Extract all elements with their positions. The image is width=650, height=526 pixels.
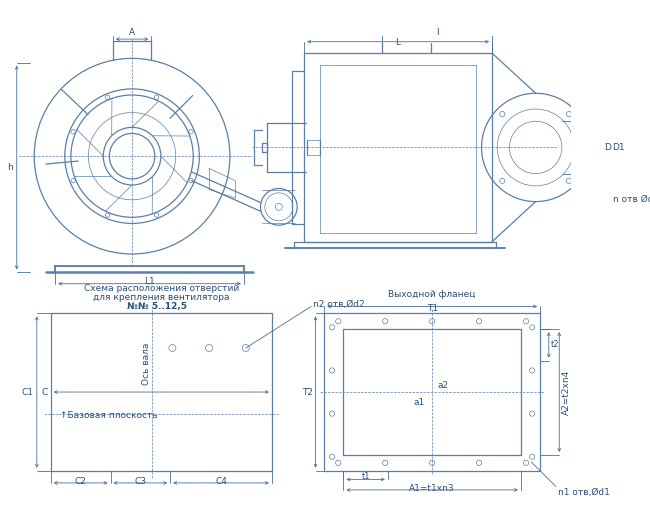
Text: A2=t2хn4: A2=t2хn4 bbox=[562, 369, 571, 414]
Text: t1: t1 bbox=[361, 472, 370, 481]
Text: a1: a1 bbox=[413, 398, 424, 407]
Text: l: l bbox=[436, 28, 438, 37]
Text: C3: C3 bbox=[135, 477, 146, 485]
Text: A: A bbox=[129, 28, 135, 37]
Text: C2: C2 bbox=[75, 477, 86, 485]
Text: для крепления вентилятора: для крепления вентилятора bbox=[93, 293, 229, 302]
Text: №№ 5..12,5: №№ 5..12,5 bbox=[127, 302, 187, 311]
Text: C1: C1 bbox=[21, 388, 33, 397]
Text: n отв Ød: n отв Ød bbox=[614, 195, 650, 204]
Text: D: D bbox=[604, 143, 611, 152]
Text: L: L bbox=[396, 38, 400, 47]
Text: Выходной фланец: Выходной фланец bbox=[389, 290, 476, 299]
Text: n1 отв,Ød1: n1 отв,Ød1 bbox=[558, 488, 610, 497]
Text: h: h bbox=[6, 163, 12, 172]
Text: C: C bbox=[41, 388, 47, 397]
Text: n2 отв,Ød2: n2 отв,Ød2 bbox=[313, 300, 365, 309]
Text: t2: t2 bbox=[551, 340, 559, 349]
Text: A1=t1хn3: A1=t1хn3 bbox=[410, 483, 455, 492]
Text: ↑Базовая плоскость: ↑Базовая плоскость bbox=[60, 411, 157, 420]
Text: T2: T2 bbox=[302, 388, 313, 397]
Text: Схема расположения отверстий: Схема расположения отверстий bbox=[84, 285, 239, 294]
Text: L1: L1 bbox=[144, 277, 155, 286]
Text: Ось вала: Ось вала bbox=[142, 342, 151, 385]
Text: D1: D1 bbox=[612, 143, 625, 152]
Text: a2: a2 bbox=[437, 380, 448, 390]
Text: C4: C4 bbox=[215, 477, 227, 485]
Text: T1: T1 bbox=[426, 304, 437, 313]
